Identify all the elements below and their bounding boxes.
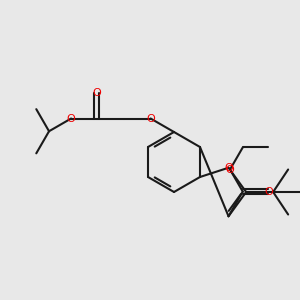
Text: O: O xyxy=(264,187,273,196)
Text: O: O xyxy=(67,113,76,124)
Text: O: O xyxy=(224,163,233,173)
Text: O: O xyxy=(226,164,234,175)
Text: O: O xyxy=(146,113,155,124)
Text: O: O xyxy=(92,88,101,98)
